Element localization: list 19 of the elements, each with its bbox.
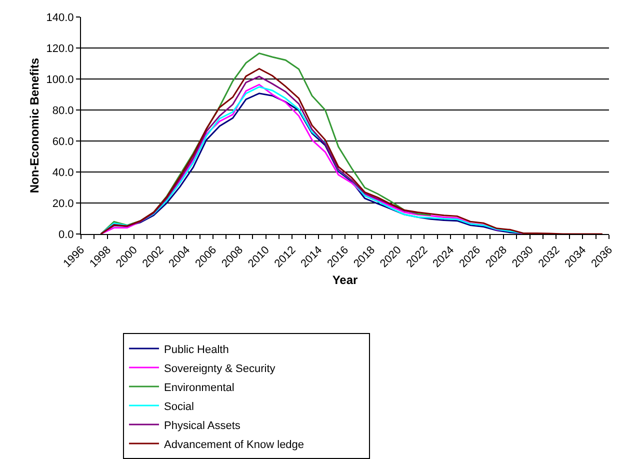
legend-label: Advancement of Know ledge xyxy=(164,438,304,451)
legend-label: Environmental xyxy=(164,382,234,394)
legend-label: Physical Assets xyxy=(164,420,241,432)
y-tick-label: 80.0 xyxy=(52,104,74,117)
legend-label: Sovereignty & Security xyxy=(164,362,276,375)
line-series xyxy=(100,76,418,234)
y-tick-label: 140.0 xyxy=(46,12,74,24)
line-series xyxy=(100,52,432,234)
y-tick-label: 100.0 xyxy=(46,74,74,86)
y-tick-label: 0.0 xyxy=(58,228,74,241)
y-tick-label: 120.0 xyxy=(46,42,74,55)
legend-label: Public Health xyxy=(164,344,229,356)
y-tick-label: 60.0 xyxy=(52,136,74,148)
y-tick-label: 40.0 xyxy=(52,166,74,179)
y-axis-title: Non-Economic Benefits xyxy=(28,58,42,194)
y-tick-label: 20.0 xyxy=(52,198,74,210)
x-axis-title: Year xyxy=(332,272,358,287)
legend-label: Social xyxy=(164,400,194,413)
line-series xyxy=(100,68,604,234)
